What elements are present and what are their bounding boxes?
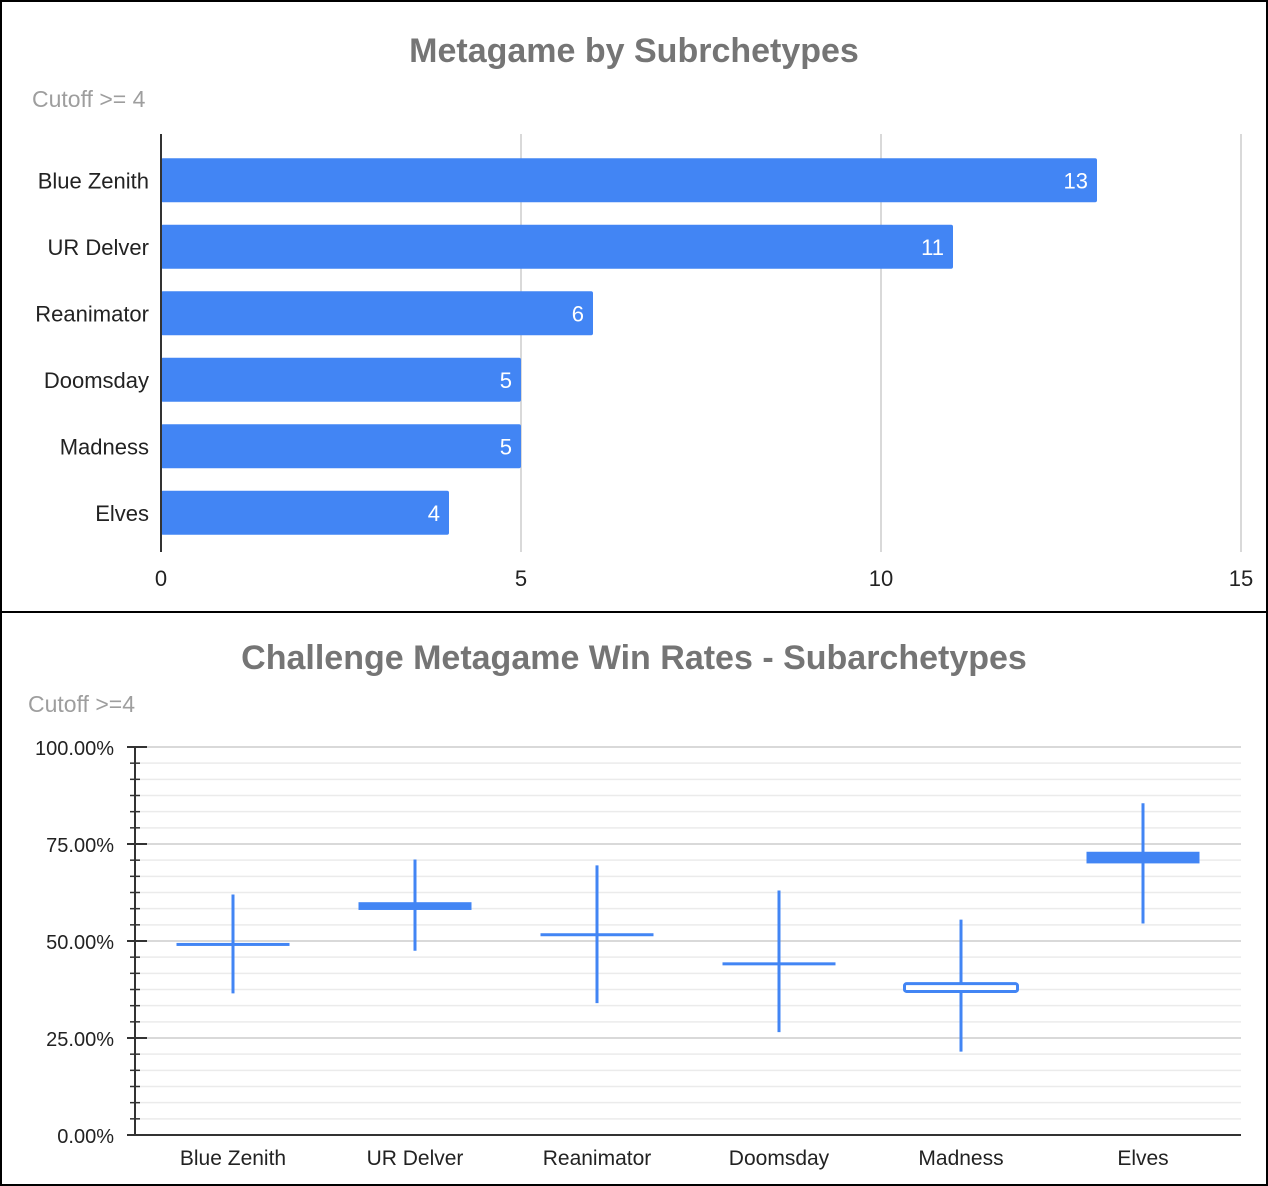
data-label: 6 bbox=[572, 301, 584, 326]
x-tick-label: Reanimator bbox=[543, 1147, 652, 1170]
y-tick-label: 100.00% bbox=[35, 738, 114, 760]
x-tick-label: Elves bbox=[1117, 1147, 1168, 1170]
x-tick-label: Blue Zenith bbox=[180, 1147, 286, 1170]
x-tick-label: Madness bbox=[918, 1147, 1003, 1170]
candle-body bbox=[540, 933, 654, 937]
chart-subtitle: Cutoff >=4 bbox=[28, 691, 135, 717]
x-tick-label: 15 bbox=[1229, 566, 1253, 591]
x-tick-label: Doomsday bbox=[729, 1147, 830, 1170]
data-label: 11 bbox=[921, 235, 944, 260]
y-tick-label: 75.00% bbox=[46, 835, 114, 857]
y-tick-label: 50.00% bbox=[46, 932, 114, 954]
x-tick-label: 0 bbox=[155, 566, 167, 591]
bottom-chart-panel: Challenge Metagame Win Rates - Subarchet… bbox=[0, 611, 1268, 1186]
bar bbox=[161, 158, 1097, 203]
data-label: 5 bbox=[500, 434, 512, 459]
x-tick-label: UR Delver bbox=[367, 1147, 464, 1170]
y-tick-label: 0.00% bbox=[57, 1126, 114, 1148]
candle-body bbox=[176, 942, 290, 946]
y-tick-label: Elves bbox=[95, 501, 149, 526]
x-tick-label: 10 bbox=[869, 566, 893, 591]
y-tick-label: UR Delver bbox=[48, 235, 149, 260]
chart-subtitle: Cutoff >= 4 bbox=[32, 86, 146, 112]
y-tick-label: Blue Zenith bbox=[38, 168, 149, 193]
chart-title: Challenge Metagame Win Rates - Subarchet… bbox=[241, 639, 1027, 677]
data-label: 5 bbox=[500, 368, 512, 393]
bar bbox=[161, 224, 953, 269]
bar bbox=[161, 490, 449, 535]
y-tick-label: Doomsday bbox=[44, 368, 149, 393]
y-tick-label: Reanimator bbox=[35, 301, 149, 326]
candle-body bbox=[1086, 851, 1200, 864]
y-tick-label: Madness bbox=[60, 434, 149, 459]
bar-chart: 0 5 10 15 Blue Zenith 13 UR Delver 11 Reanimator… bbox=[35, 134, 1253, 591]
data-label: 4 bbox=[428, 501, 440, 526]
x-tick-label: 5 bbox=[515, 566, 527, 591]
bar bbox=[161, 291, 593, 336]
top-chart-panel: Metagame by Subrchetypes Cutoff >= 4 0 5 1… bbox=[0, 0, 1268, 613]
chart-title: Metagame by Subrchetypes bbox=[409, 32, 859, 70]
candlestick-chart: 0.00% 25.00% 50.00% 75.00% 100.00% Blue Zenit… bbox=[35, 738, 1241, 1170]
y-tick-label: 25.00% bbox=[46, 1029, 114, 1051]
candle-body bbox=[358, 902, 472, 910]
data-label: 13 bbox=[1064, 168, 1088, 193]
bar bbox=[161, 424, 521, 469]
candle-body bbox=[903, 982, 1019, 993]
candle-body bbox=[722, 962, 836, 966]
bar bbox=[161, 357, 521, 402]
